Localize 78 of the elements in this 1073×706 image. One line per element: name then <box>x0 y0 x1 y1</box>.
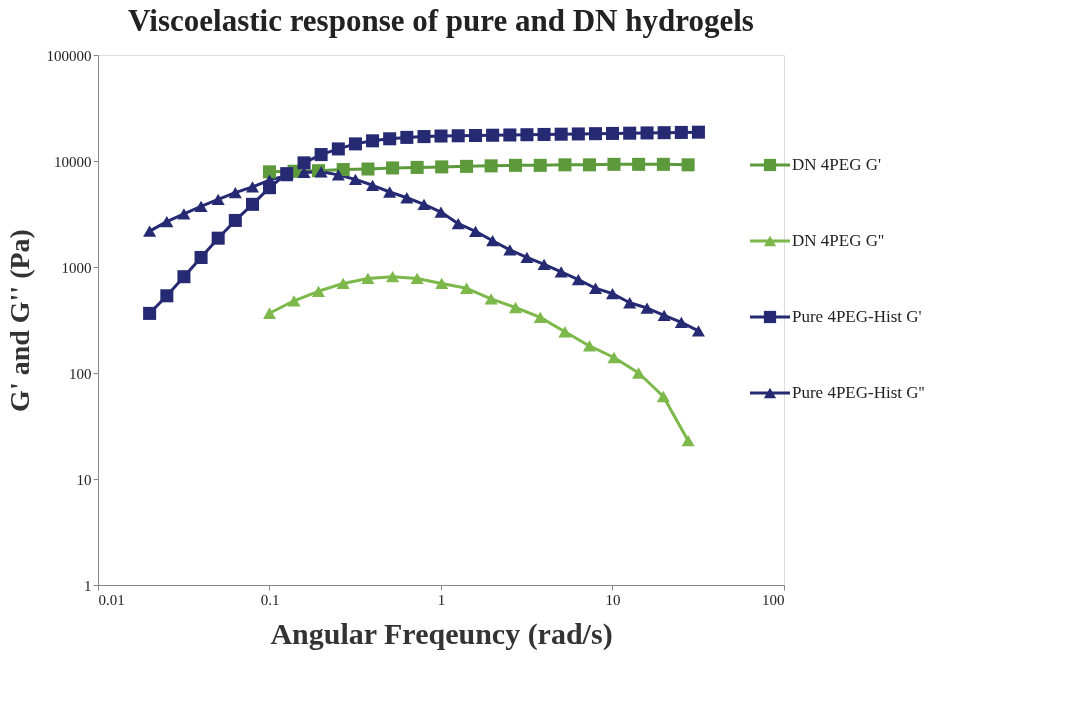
point <box>366 134 380 148</box>
point <box>366 179 380 191</box>
point <box>588 127 603 141</box>
point <box>674 316 688 329</box>
chart-title: Viscoelastic response of pure and DN hydrogels <box>128 3 754 38</box>
point <box>417 130 431 144</box>
y-tick-label: 100000 <box>46 47 92 64</box>
point <box>228 186 242 199</box>
point <box>160 289 174 303</box>
x-tick-label: 0.1 <box>260 591 280 608</box>
x-tick-label: 1 <box>437 591 446 608</box>
point <box>331 142 345 156</box>
point <box>605 288 620 300</box>
point <box>434 129 448 143</box>
legend-label: DN 4PEG G'' <box>792 231 885 250</box>
x-tick-label: 0.01 <box>98 591 125 608</box>
point <box>434 206 448 218</box>
x-tick-label: 10 <box>605 591 621 608</box>
point <box>451 218 465 230</box>
point <box>588 282 603 294</box>
point <box>674 125 688 139</box>
point <box>383 132 397 146</box>
x-axis-title: Angular Freqeuncy (rad/s) <box>270 616 613 651</box>
point <box>348 173 362 186</box>
point <box>297 156 311 170</box>
point <box>228 213 242 227</box>
point <box>194 200 208 213</box>
point <box>691 125 705 139</box>
point <box>400 192 414 204</box>
point <box>571 273 585 286</box>
point <box>143 306 157 320</box>
x-tick-label: 100 <box>762 591 785 608</box>
y-tick-label: 1 <box>84 577 92 594</box>
point <box>486 235 500 247</box>
point <box>211 193 225 206</box>
point <box>331 169 345 181</box>
point <box>657 126 671 140</box>
point <box>623 126 637 140</box>
point <box>605 126 620 140</box>
point <box>469 128 483 143</box>
point <box>417 198 431 210</box>
y-tick-label: 100 <box>69 365 92 382</box>
point <box>143 225 157 237</box>
y-tick-label: 10000 <box>54 153 92 170</box>
point <box>503 244 517 256</box>
legend-label: Pure 4PEG-Hist G'' <box>792 383 925 402</box>
point <box>554 127 568 141</box>
point <box>640 126 654 140</box>
point <box>503 128 517 142</box>
y-axis-title: G' and G'' (Pa) <box>3 229 35 412</box>
point <box>554 266 568 278</box>
legend-label: Pure 4PEG-Hist G' <box>792 307 922 326</box>
y-tick-label: 10 <box>76 471 92 488</box>
point <box>691 325 705 337</box>
point <box>245 181 260 193</box>
point <box>383 186 397 198</box>
point <box>194 250 208 264</box>
point <box>314 148 328 162</box>
point <box>537 258 551 270</box>
point <box>160 215 174 228</box>
point <box>400 130 414 144</box>
point <box>623 297 637 309</box>
point <box>451 129 465 143</box>
point <box>657 309 671 321</box>
point <box>177 208 191 220</box>
point <box>640 302 654 314</box>
point <box>537 127 551 141</box>
point <box>348 137 362 151</box>
point <box>211 231 225 245</box>
point <box>469 225 483 237</box>
point <box>520 251 534 264</box>
y-tick-label: 1000 <box>61 259 92 276</box>
point <box>177 270 191 284</box>
point <box>520 128 534 142</box>
point <box>571 127 585 141</box>
point <box>245 197 260 211</box>
legend-label: DN 4PEG G' <box>792 155 882 174</box>
point <box>486 128 500 142</box>
